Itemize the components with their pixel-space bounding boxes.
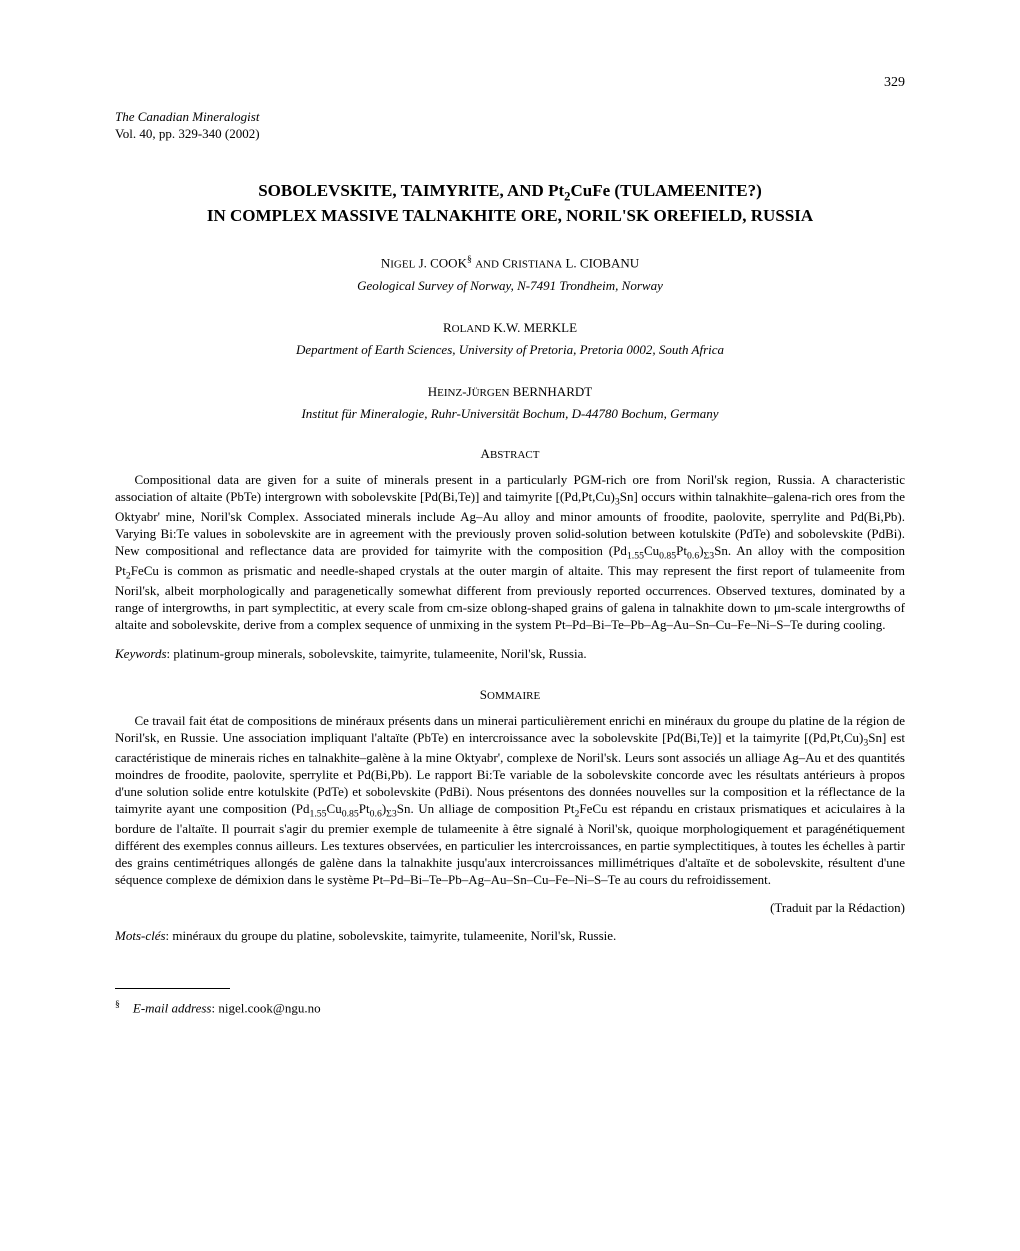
title-line-1: SOBOLEVSKITE, TAIMYRITE, AND Pt2CuFe (TU… xyxy=(258,181,762,200)
motscles-text: : minéraux du groupe du platine, sobolev… xyxy=(166,928,617,943)
keywords: Keywords: platinum-group minerals, sobol… xyxy=(115,646,905,663)
footnote-marker: § xyxy=(115,999,120,1010)
email-label: E-mail address xyxy=(133,1001,212,1016)
article-title: SOBOLEVSKITE, TAIMYRITE, AND Pt2CuFe (TU… xyxy=(115,180,905,229)
author-block-1: NIGEL J. COOK§ AND CRISTIANA L. CIOBANU xyxy=(115,254,905,271)
journal-vol: Vol. 40, pp. 329-340 (2002) xyxy=(115,126,905,142)
author-block-2: ROLAND K.W. MERKLE xyxy=(115,320,905,336)
author-block-3: HEINZ-JÜRGEN BERNHARDT xyxy=(115,384,905,400)
affiliation-2: Department of Earth Sciences, University… xyxy=(115,342,905,358)
motscles-label: Mots-clés xyxy=(115,928,166,943)
footnote: § E-mail address: nigel.cook@ngu.no xyxy=(115,999,905,1016)
keywords-text: : platinum-group minerals, sobolevskite,… xyxy=(167,646,587,661)
mots-cles: Mots-clés: minéraux du groupe du platine… xyxy=(115,928,905,945)
abstract-heading: ABSTRACT xyxy=(115,446,905,462)
sommaire-body: Ce travail fait état de compositions de … xyxy=(115,713,905,889)
footnote-rule xyxy=(115,988,230,989)
title-line-2: IN COMPLEX MASSIVE TALNAKHITE ORE, NORIL… xyxy=(207,206,813,225)
translation-credit: (Traduit par la Rédaction) xyxy=(115,900,905,916)
affiliation-3: Institut für Mineralogie, Ruhr-Universit… xyxy=(115,406,905,422)
sommaire-heading: SOMMAIRE xyxy=(115,687,905,703)
journal-name: The Canadian Mineralogist xyxy=(115,109,905,126)
keywords-label: Keywords xyxy=(115,646,167,661)
page-container: 329 The Canadian Mineralogist Vol. 40, p… xyxy=(0,0,1020,1251)
affiliation-1: Geological Survey of Norway, N-7491 Tron… xyxy=(115,278,905,294)
abstract-body: Compositional data are given for a suite… xyxy=(115,472,905,634)
email-address: : nigel.cook@ngu.no xyxy=(211,1001,320,1016)
page-number: 329 xyxy=(115,75,905,91)
